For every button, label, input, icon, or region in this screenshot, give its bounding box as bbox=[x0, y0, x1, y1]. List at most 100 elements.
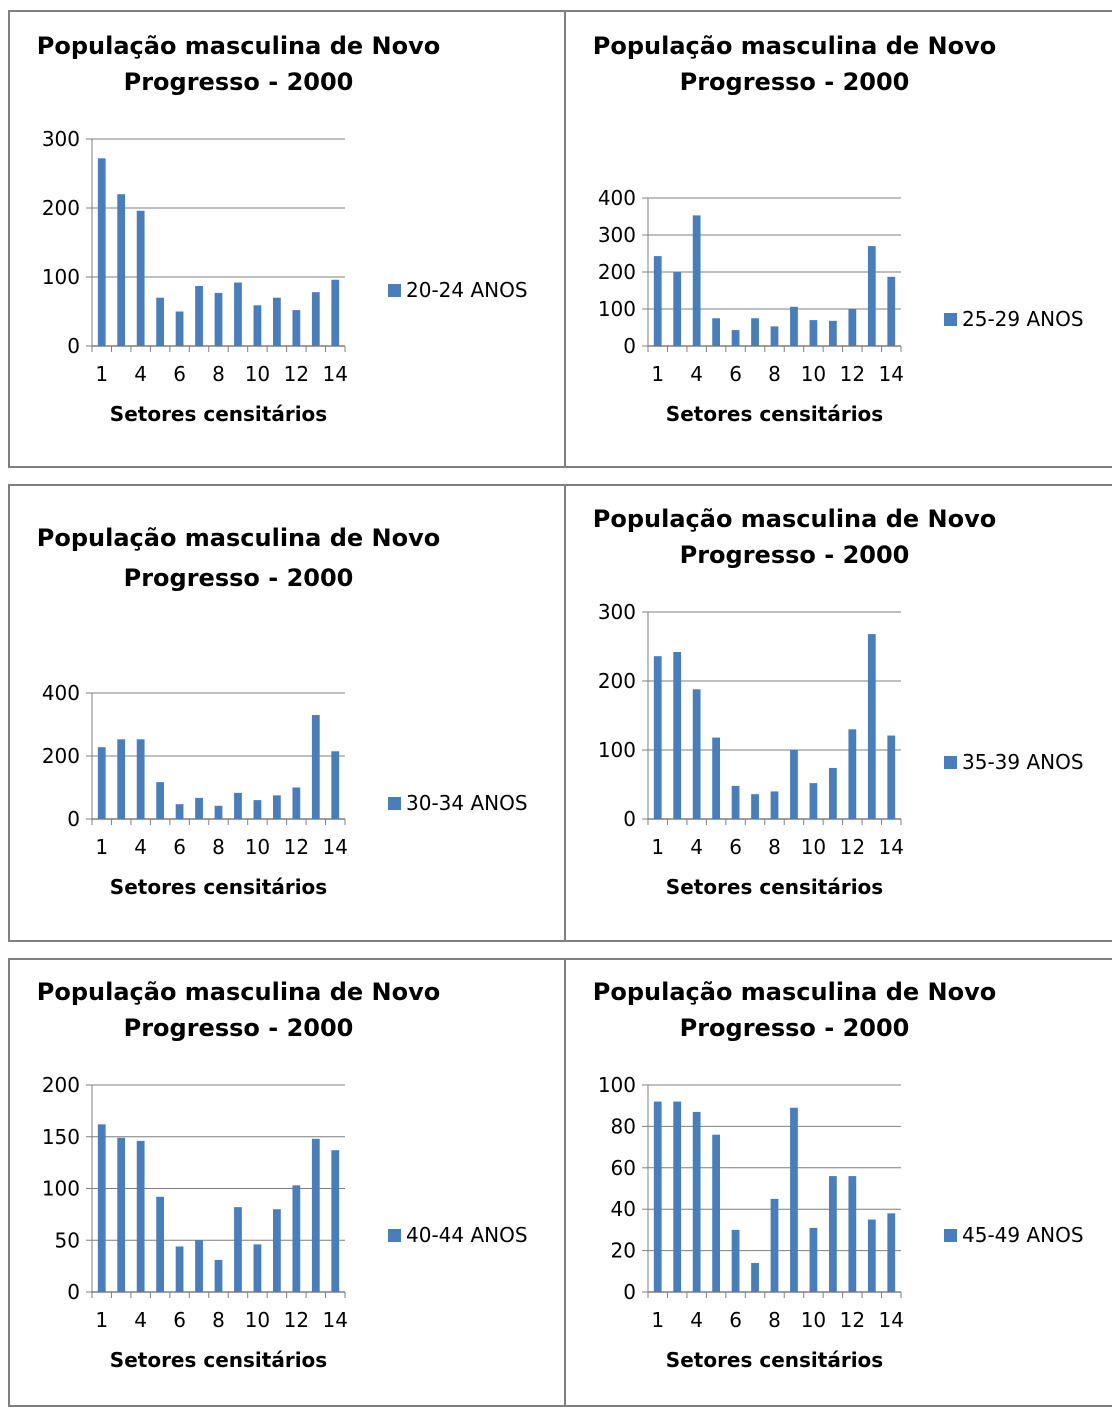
y-tick-label: 0 bbox=[623, 334, 636, 358]
x-tick-label: 12 bbox=[840, 1308, 865, 1332]
bar-9 bbox=[809, 320, 818, 346]
x-tick-label: 14 bbox=[879, 835, 904, 859]
x-tick-label: 14 bbox=[323, 835, 348, 859]
bar-9 bbox=[253, 800, 262, 819]
chart-panel-35-39: População masculina de Novo Progresso - 2… bbox=[564, 484, 1112, 942]
bar-11 bbox=[848, 729, 857, 819]
y-tick-label: 40 bbox=[611, 1197, 636, 1221]
chart-panel-40-44: População masculina de Novo Progresso - 2… bbox=[8, 958, 566, 1407]
chart-svg: População masculina de Novo Progresso - 2… bbox=[37, 32, 528, 426]
bar-10 bbox=[828, 1176, 837, 1292]
bar-13 bbox=[887, 735, 896, 819]
bar-11 bbox=[848, 309, 857, 346]
bar-8 bbox=[790, 306, 798, 346]
y-tick-label: 20 bbox=[611, 1239, 636, 1263]
bar-5 bbox=[175, 1246, 184, 1292]
y-tick-label: 100 bbox=[598, 297, 636, 321]
x-tick-label: 8 bbox=[768, 835, 781, 859]
chart-panel-45-49: População masculina de Novo Progresso - 2… bbox=[564, 958, 1112, 1407]
bar-6 bbox=[751, 794, 759, 819]
x-tick-label: 14 bbox=[323, 362, 348, 386]
bar-12 bbox=[311, 715, 320, 819]
chart-svg: População masculina de Novo Progresso - 2… bbox=[593, 978, 1084, 1372]
legend-swatch bbox=[944, 756, 957, 769]
y-tick-label: 100 bbox=[598, 1073, 636, 1097]
bar-10 bbox=[828, 767, 837, 819]
chart-title: População masculina de Novo Progresso - 2… bbox=[593, 978, 996, 1042]
bar-7 bbox=[770, 326, 779, 346]
chart-title-line: População masculina de Novo bbox=[593, 505, 996, 533]
bar-4 bbox=[712, 737, 721, 819]
bar-3 bbox=[692, 689, 701, 819]
bar-12 bbox=[867, 1219, 876, 1292]
x-tick-label: 14 bbox=[323, 1308, 348, 1332]
bar-1 bbox=[97, 158, 106, 346]
x-tick-label: 12 bbox=[284, 362, 309, 386]
chart-title: População masculina de Novo Progresso - 2… bbox=[37, 524, 440, 592]
bar-6 bbox=[195, 797, 203, 819]
bar-6 bbox=[751, 1263, 759, 1292]
bar-9 bbox=[253, 305, 262, 346]
bar-13 bbox=[331, 1150, 340, 1292]
bar-2 bbox=[673, 1101, 682, 1292]
y-tick-label: 200 bbox=[598, 260, 636, 284]
bar-5 bbox=[175, 311, 184, 346]
x-tick-label: 4 bbox=[134, 835, 147, 859]
chart-title-line: Progresso - 2000 bbox=[124, 1014, 354, 1042]
bar-4 bbox=[712, 318, 721, 346]
x-tick-label: 12 bbox=[840, 835, 865, 859]
bar-12 bbox=[867, 246, 876, 346]
x-tick-label: 8 bbox=[768, 362, 781, 386]
chart-panel-30-34: População masculina de Novo Progresso - 2… bbox=[8, 484, 566, 942]
bar-8 bbox=[234, 1207, 242, 1292]
legend-swatch bbox=[388, 797, 401, 810]
x-axis-label: Setores censitários bbox=[666, 1348, 883, 1372]
bar-6 bbox=[751, 318, 759, 346]
bar-8 bbox=[790, 750, 798, 819]
x-tick-label: 14 bbox=[879, 1308, 904, 1332]
y-tick-label: 100 bbox=[598, 738, 636, 762]
chart-title-line: Progresso - 2000 bbox=[124, 68, 354, 96]
chart-title: População masculina de Novo Progresso - 2… bbox=[37, 978, 440, 1042]
x-axis-label: Setores censitários bbox=[110, 875, 327, 899]
x-tick-label: 10 bbox=[801, 362, 826, 386]
y-tick-label: 0 bbox=[67, 334, 80, 358]
bar-8 bbox=[234, 282, 242, 346]
x-tick-label: 4 bbox=[690, 1308, 703, 1332]
chart-panel-20-24: População masculina de Novo Progresso - 2… bbox=[8, 10, 566, 468]
legend-label-45-49-anos: 45-49 ANOS bbox=[962, 1223, 1084, 1247]
bar-2 bbox=[673, 272, 682, 346]
bar-7 bbox=[214, 292, 223, 346]
y-tick-label: 150 bbox=[42, 1125, 80, 1149]
bar-9 bbox=[809, 1227, 818, 1292]
bar-5 bbox=[731, 330, 740, 346]
bar-9 bbox=[809, 783, 818, 819]
bar-13 bbox=[331, 279, 340, 346]
y-tick-label: 300 bbox=[598, 223, 636, 247]
bar-9 bbox=[253, 1244, 262, 1292]
x-tick-label: 8 bbox=[768, 1308, 781, 1332]
y-tick-label: 60 bbox=[611, 1156, 636, 1180]
x-tick-label: 6 bbox=[173, 1308, 186, 1332]
bar-5 bbox=[731, 785, 740, 819]
legend-label-20-24-anos: 20-24 ANOS bbox=[406, 278, 528, 302]
x-tick-label: 10 bbox=[801, 1308, 826, 1332]
y-tick-label: 50 bbox=[55, 1228, 80, 1252]
chart-title-line: População masculina de Novo bbox=[593, 978, 996, 1006]
legend-swatch bbox=[388, 1229, 401, 1242]
chart-title-line: População masculina de Novo bbox=[593, 32, 996, 60]
y-tick-label: 0 bbox=[67, 1280, 80, 1304]
x-tick-label: 10 bbox=[245, 1308, 270, 1332]
x-tick-label: 6 bbox=[729, 1308, 742, 1332]
x-tick-label: 8 bbox=[212, 1308, 225, 1332]
x-tick-label: 12 bbox=[284, 835, 309, 859]
x-axis-label: Setores censitários bbox=[110, 402, 327, 426]
bar-5 bbox=[731, 1229, 740, 1292]
x-tick-label: 6 bbox=[729, 362, 742, 386]
bar-2 bbox=[117, 739, 126, 819]
y-tick-label: 200 bbox=[42, 196, 80, 220]
x-tick-label: 1 bbox=[651, 835, 664, 859]
bar-4 bbox=[156, 1196, 165, 1292]
x-tick-label: 1 bbox=[651, 1308, 664, 1332]
x-tick-label: 14 bbox=[879, 362, 904, 386]
